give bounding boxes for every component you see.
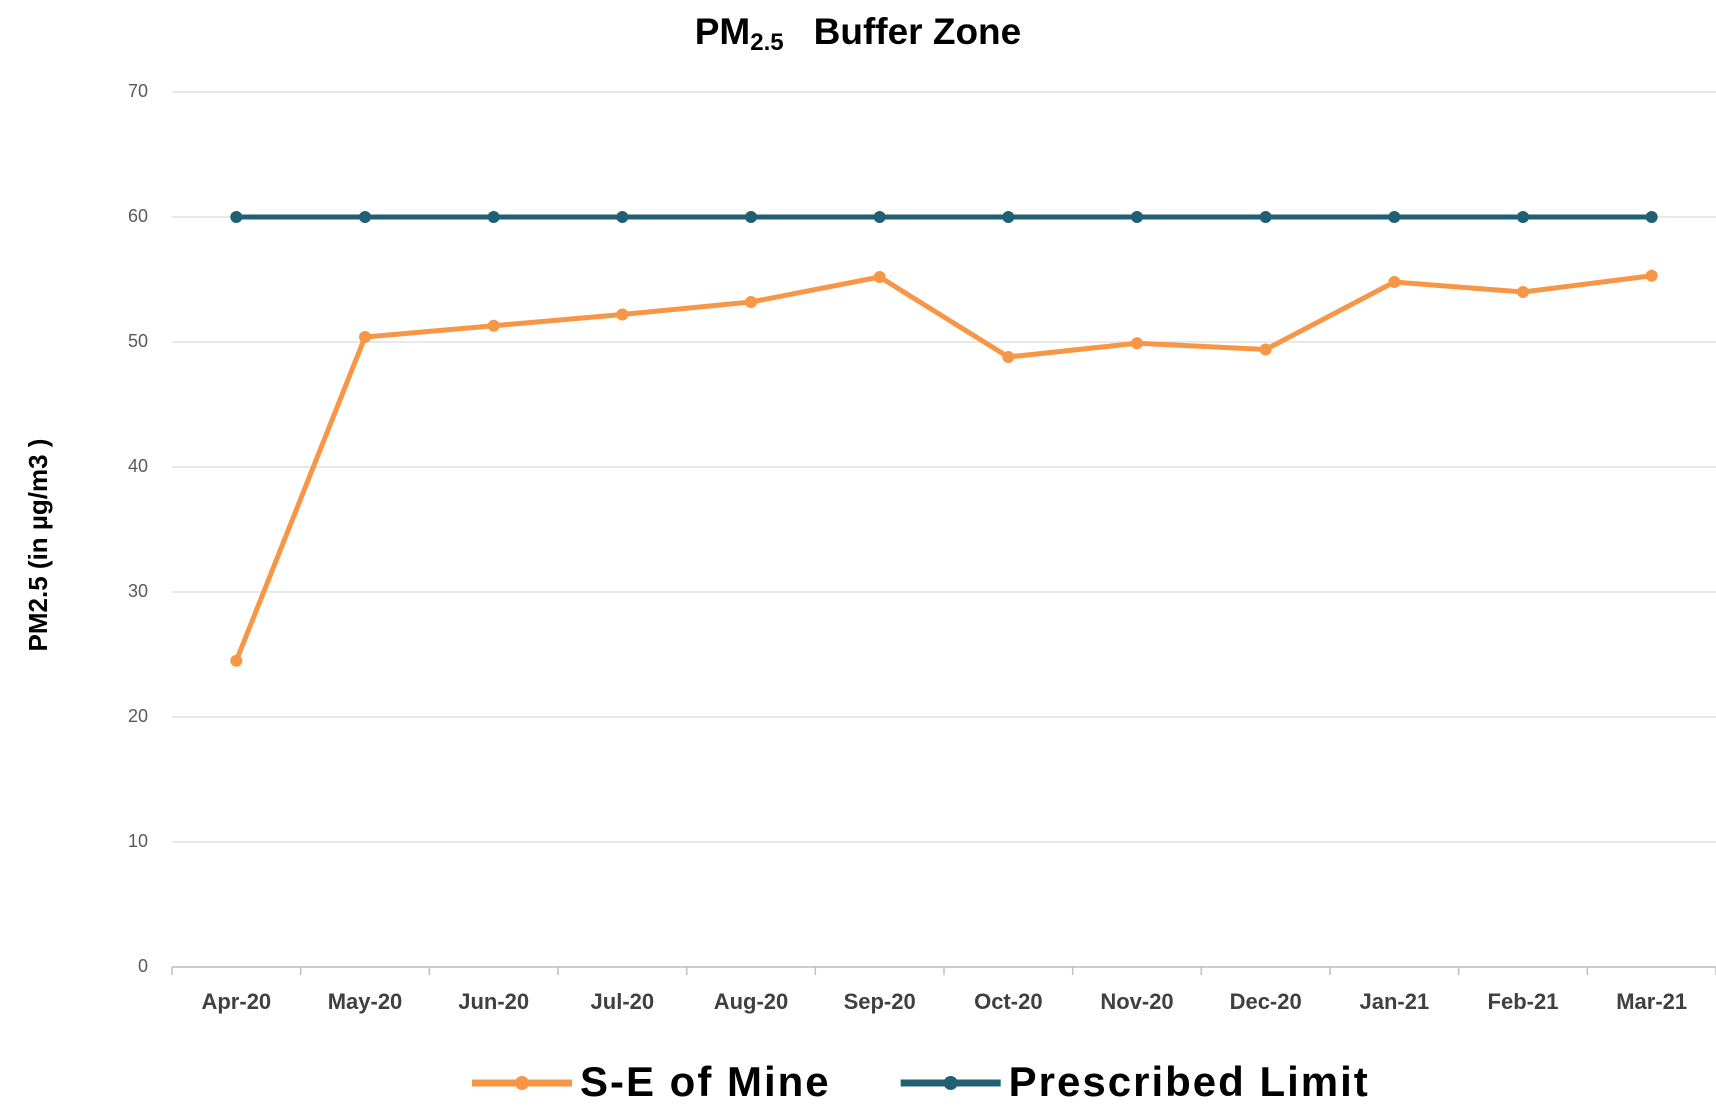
x-tick-label: Sep-20 bbox=[844, 989, 916, 1014]
y-tick-label: 0 bbox=[138, 956, 148, 976]
x-tick-label: Feb-21 bbox=[1488, 989, 1559, 1014]
y-axis-label: PM2.5 (in µg/m3 ) bbox=[23, 439, 53, 652]
title-part: PM bbox=[695, 11, 751, 52]
data-point bbox=[1517, 211, 1529, 223]
y-tick-label: 60 bbox=[128, 206, 148, 226]
x-tick-label: Oct-20 bbox=[974, 989, 1042, 1014]
y-tick-label: 30 bbox=[128, 581, 148, 601]
data-point bbox=[359, 211, 371, 223]
x-tick-label: Apr-20 bbox=[201, 989, 271, 1014]
title-part: Buffer Zone bbox=[814, 11, 1022, 52]
y-tick-label: 20 bbox=[128, 706, 148, 726]
x-tick-label: Jan-21 bbox=[1359, 989, 1429, 1014]
data-point bbox=[1388, 276, 1401, 288]
data-point bbox=[1131, 211, 1143, 223]
data-point bbox=[359, 331, 371, 343]
legend-marker bbox=[943, 1076, 958, 1090]
series-line bbox=[234, 273, 1652, 662]
y-tick-label: 10 bbox=[128, 831, 148, 851]
data-point bbox=[616, 308, 629, 321]
x-tick-label: Jul-20 bbox=[591, 989, 655, 1014]
data-point bbox=[1517, 286, 1529, 298]
legend-label: Prescribed Limit bbox=[1009, 1058, 1370, 1105]
y-tick-label: 40 bbox=[128, 456, 148, 476]
data-point bbox=[230, 654, 243, 667]
x-tick-label: May-20 bbox=[328, 989, 403, 1014]
legend-label: S-E of Mine bbox=[580, 1058, 831, 1105]
data-point bbox=[1645, 211, 1658, 223]
data-point bbox=[1259, 343, 1272, 356]
legend-marker bbox=[515, 1076, 529, 1090]
data-point bbox=[745, 211, 757, 223]
y-tick-label: 50 bbox=[128, 331, 148, 351]
data-point bbox=[487, 319, 500, 332]
data-point bbox=[487, 211, 500, 223]
y-tick-label: 70 bbox=[128, 81, 148, 101]
x-tick-label: Dec-20 bbox=[1230, 989, 1302, 1014]
x-tick-label: Aug-20 bbox=[714, 989, 789, 1014]
data-point bbox=[230, 211, 243, 223]
data-point bbox=[1002, 351, 1015, 363]
data-point bbox=[1131, 337, 1143, 350]
data-point bbox=[873, 211, 886, 223]
chart-title: PM2.5 Buffer Zone bbox=[695, 11, 1021, 57]
data-point bbox=[745, 296, 757, 308]
x-tick-label: Mar-21 bbox=[1616, 989, 1687, 1014]
data-point bbox=[616, 211, 629, 223]
data-point bbox=[1002, 211, 1015, 223]
data-point bbox=[873, 271, 886, 283]
data-point bbox=[1388, 211, 1401, 223]
data-point bbox=[1259, 211, 1272, 223]
title-subscript: 2.5 bbox=[750, 29, 783, 56]
x-tick-label: Nov-20 bbox=[1100, 989, 1173, 1014]
data-point bbox=[1645, 269, 1658, 282]
x-tick-label: Jun-20 bbox=[458, 989, 529, 1014]
